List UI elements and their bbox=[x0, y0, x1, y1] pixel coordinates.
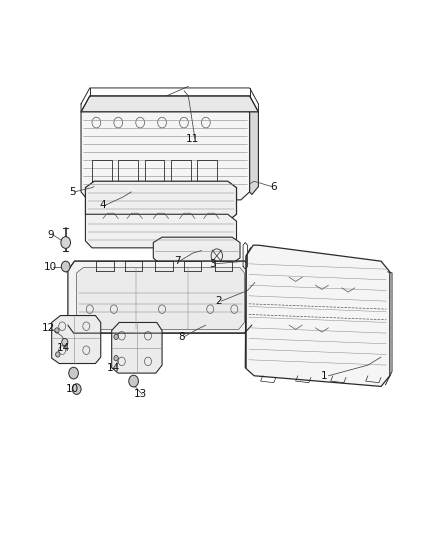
Circle shape bbox=[61, 261, 70, 272]
Circle shape bbox=[114, 356, 118, 361]
Text: 11: 11 bbox=[186, 134, 199, 143]
Text: 12: 12 bbox=[42, 323, 55, 333]
Text: 8: 8 bbox=[178, 332, 185, 342]
Text: 5: 5 bbox=[69, 187, 76, 197]
Circle shape bbox=[56, 352, 60, 357]
Text: 6: 6 bbox=[270, 182, 277, 191]
Text: 13: 13 bbox=[134, 390, 147, 399]
Circle shape bbox=[114, 334, 118, 340]
Polygon shape bbox=[81, 96, 258, 112]
Text: 4: 4 bbox=[99, 200, 106, 210]
Circle shape bbox=[72, 384, 81, 394]
Polygon shape bbox=[52, 316, 101, 364]
Circle shape bbox=[69, 367, 78, 379]
Polygon shape bbox=[85, 181, 237, 221]
Text: 10: 10 bbox=[66, 384, 79, 394]
Text: 2: 2 bbox=[215, 296, 223, 306]
Text: 7: 7 bbox=[174, 256, 181, 266]
Circle shape bbox=[55, 328, 59, 333]
Polygon shape bbox=[245, 245, 390, 386]
Text: 10: 10 bbox=[44, 262, 57, 271]
Circle shape bbox=[62, 338, 68, 346]
Text: 14: 14 bbox=[107, 363, 120, 373]
Text: 9: 9 bbox=[47, 230, 54, 239]
Text: 3: 3 bbox=[209, 259, 216, 269]
Polygon shape bbox=[68, 261, 252, 278]
Circle shape bbox=[61, 237, 71, 248]
Polygon shape bbox=[250, 112, 258, 195]
Polygon shape bbox=[77, 268, 244, 329]
Polygon shape bbox=[68, 261, 252, 333]
Polygon shape bbox=[153, 237, 240, 264]
Polygon shape bbox=[85, 214, 237, 248]
Circle shape bbox=[129, 375, 138, 387]
Polygon shape bbox=[81, 112, 250, 200]
Text: 1: 1 bbox=[321, 371, 328, 381]
Text: 14: 14 bbox=[57, 343, 70, 352]
Polygon shape bbox=[112, 322, 162, 373]
